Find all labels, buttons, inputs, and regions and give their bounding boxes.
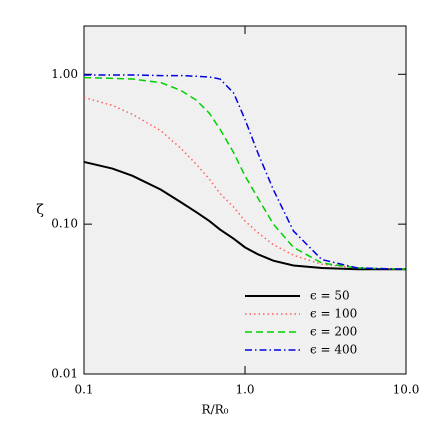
y-tick-label: 0.01: [51, 367, 78, 381]
x-tick-label: 0.1: [74, 383, 93, 397]
x-tick-label: 10.0: [393, 383, 420, 397]
legend-label: ϵ = 100: [310, 307, 357, 321]
x-tick-label: 1.0: [235, 383, 254, 397]
line: [84, 74, 407, 271]
line: [83, 160, 406, 271]
legend-label: ϵ = 200: [310, 325, 357, 339]
y-tick-label: 1.00: [51, 67, 78, 81]
y-tick-label: 0.10: [51, 217, 78, 231]
line: [83, 96, 407, 271]
legend-label: ϵ = 400: [310, 343, 357, 357]
x-axis-label: R/R₀: [202, 403, 229, 417]
y-axis-label: ζ: [36, 202, 44, 218]
legend-label: ϵ = 50: [310, 289, 350, 303]
plot-background: [83, 25, 407, 375]
line: [83, 76, 407, 271]
